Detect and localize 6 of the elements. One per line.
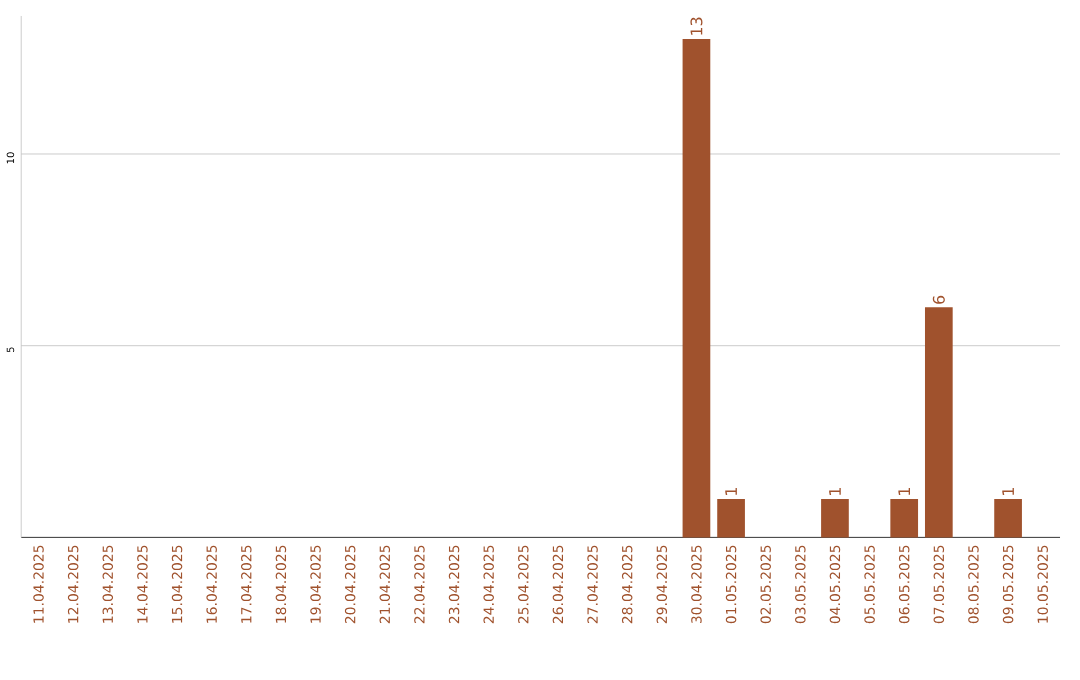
bar bbox=[994, 499, 1022, 538]
bar bbox=[890, 499, 919, 538]
bar bbox=[924, 307, 953, 538]
bar bbox=[821, 499, 849, 538]
bar bbox=[682, 39, 711, 538]
bar bbox=[717, 499, 745, 538]
